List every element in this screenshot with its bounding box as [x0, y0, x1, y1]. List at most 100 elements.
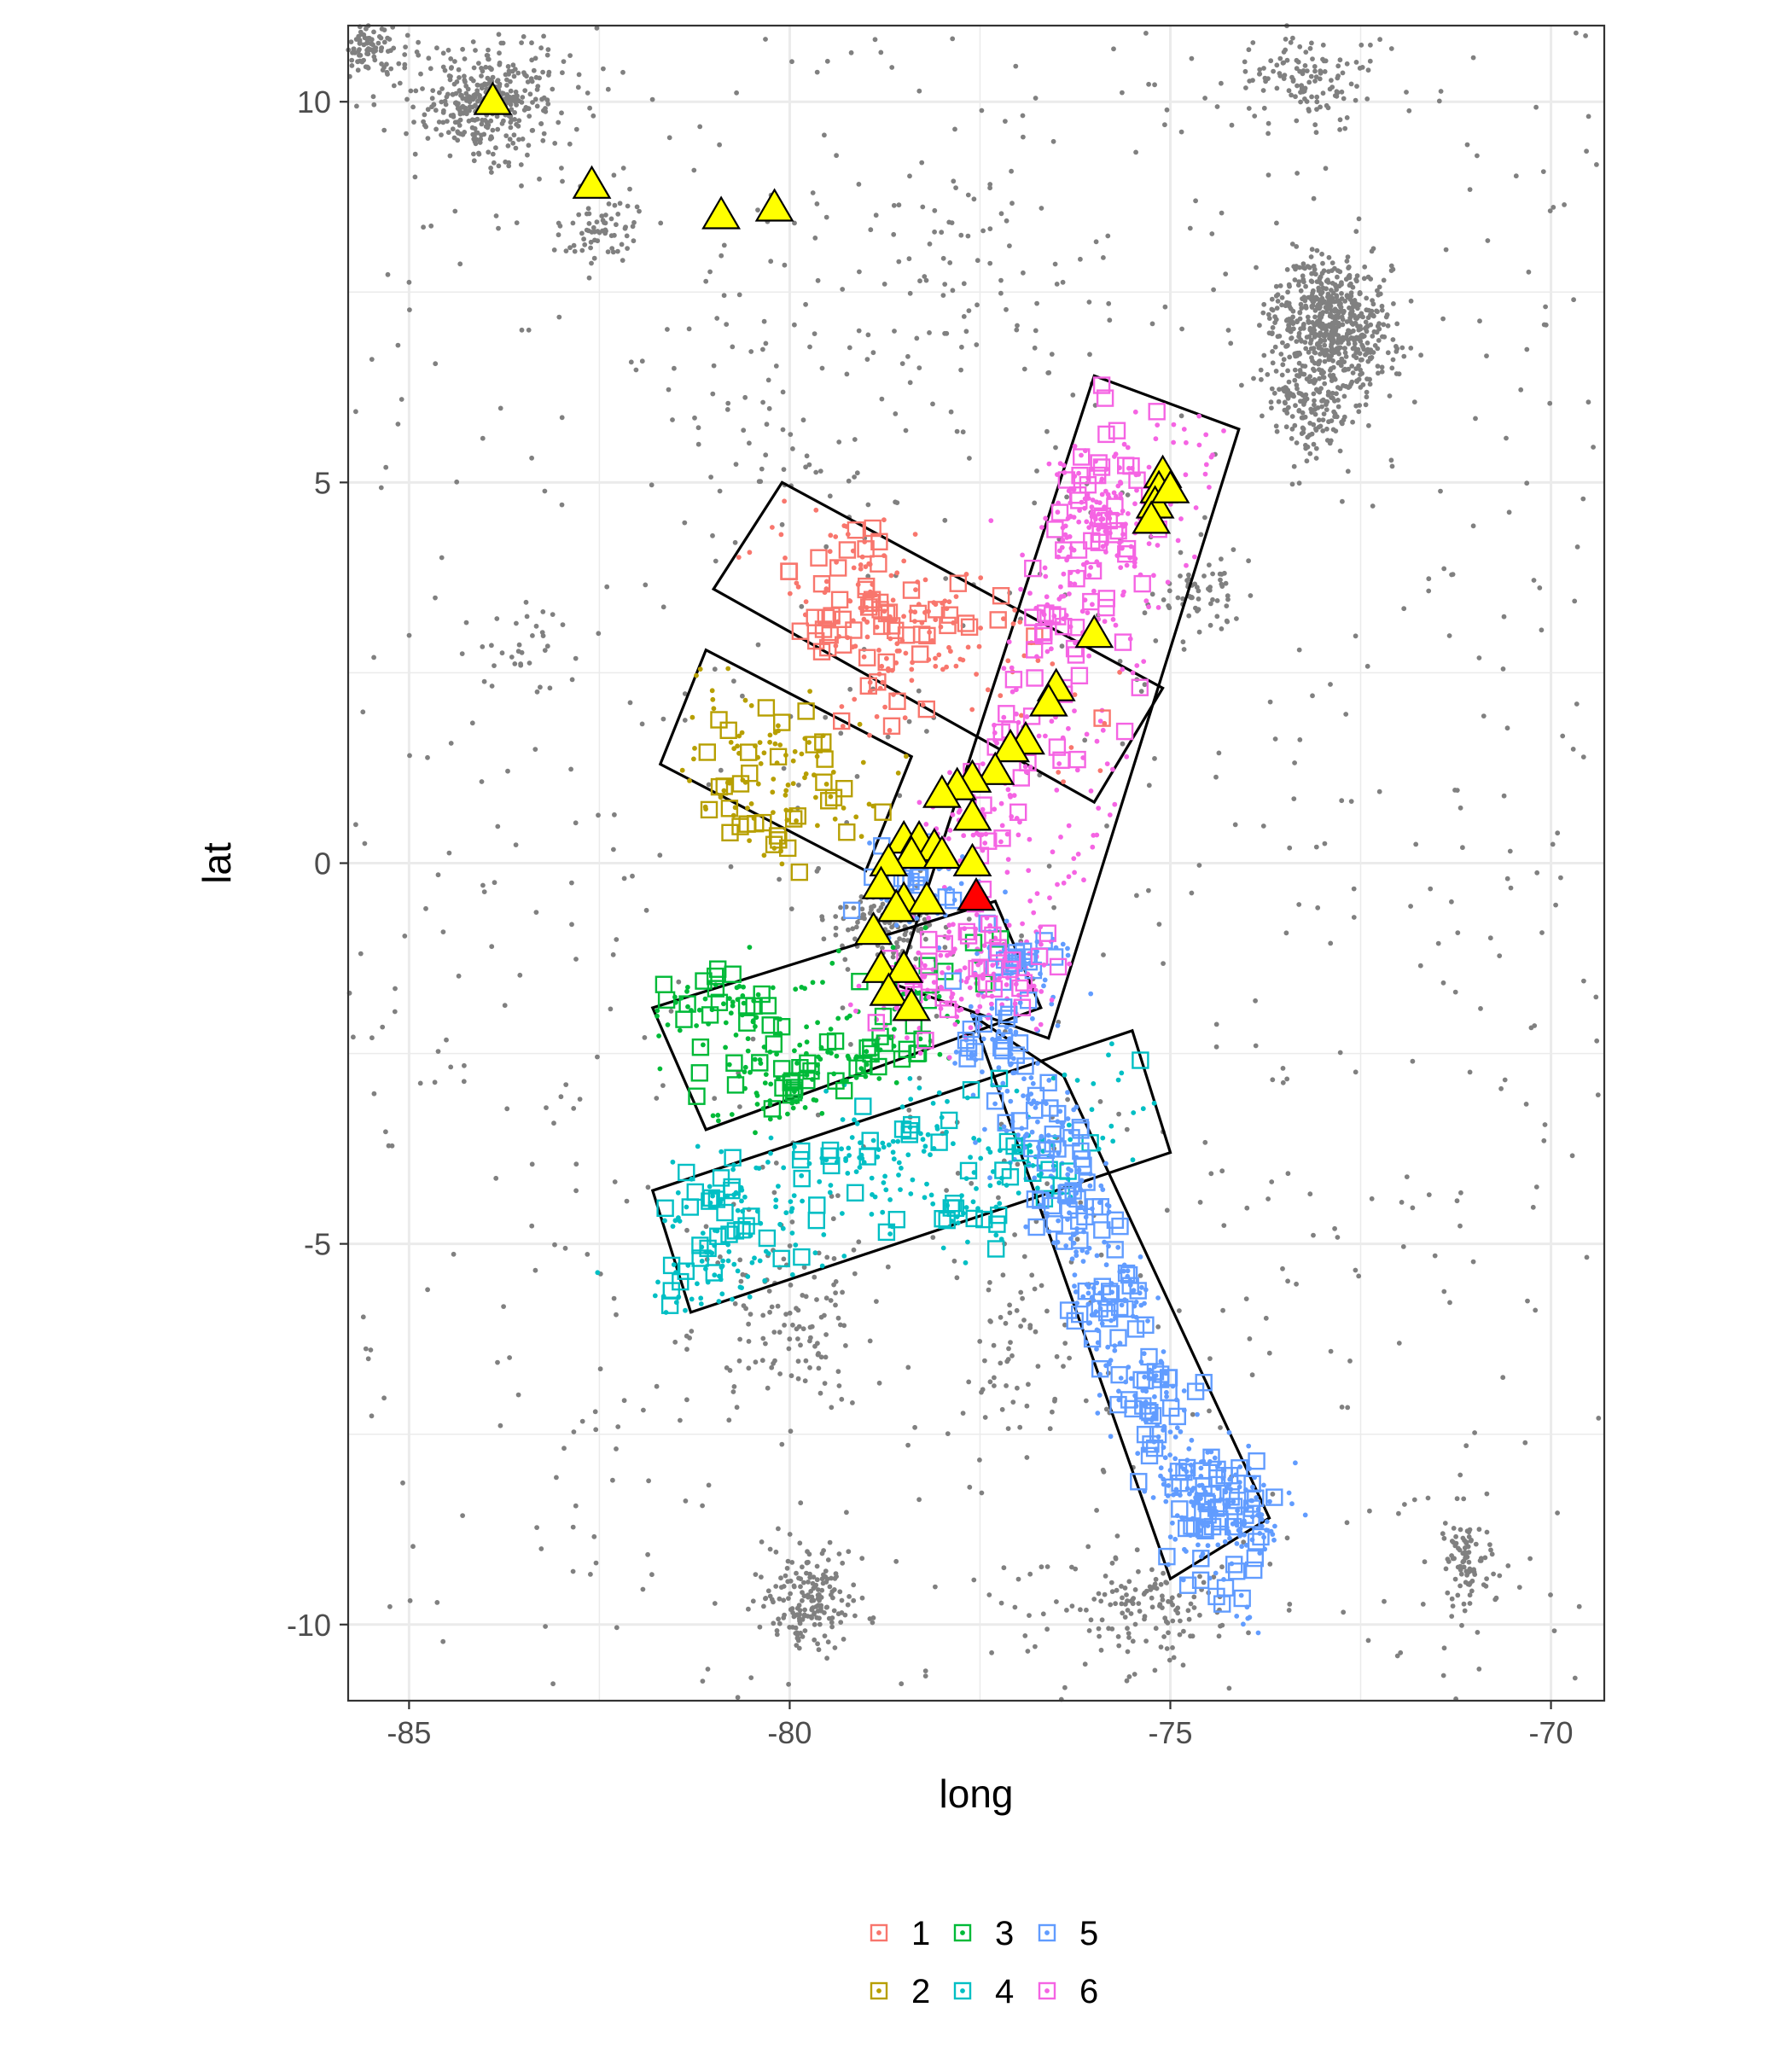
group-5-dot: [980, 1069, 985, 1074]
background-point: [1539, 627, 1545, 633]
background-point: [896, 202, 902, 208]
background-point: [1506, 509, 1512, 515]
background-point: [1274, 428, 1280, 434]
background-point: [1376, 338, 1382, 343]
background-point: [825, 1639, 831, 1645]
background-point: [949, 220, 955, 225]
background-point: [1304, 68, 1310, 73]
background-point: [425, 1287, 430, 1293]
background-point: [763, 340, 769, 346]
group-1-dot: [887, 728, 893, 733]
background-point: [1315, 905, 1321, 911]
background-point: [440, 50, 446, 56]
background-point: [1124, 1678, 1130, 1684]
group-6-dot: [1049, 719, 1055, 724]
background-point: [916, 688, 922, 694]
background-point: [421, 119, 426, 125]
background-point: [412, 151, 418, 157]
group-4-dot: [987, 1183, 993, 1189]
background-point: [800, 1597, 805, 1603]
background-point: [798, 1576, 804, 1582]
group-4-dot: [789, 1271, 795, 1277]
background-point: [495, 823, 501, 829]
background-point: [1195, 585, 1200, 591]
background-point: [1417, 963, 1423, 969]
group-3-dot: [892, 1027, 897, 1032]
background-point: [1464, 1554, 1470, 1560]
background-point: [416, 39, 421, 45]
background-point: [1044, 1626, 1050, 1632]
background-point: [1306, 265, 1312, 271]
group-1-square: [940, 606, 959, 624]
group-3-dot: [900, 991, 906, 997]
background-point: [418, 71, 423, 77]
group-1-dot: [863, 564, 869, 569]
background-point: [462, 73, 467, 79]
group-4-dot: [1014, 1088, 1020, 1094]
background-point: [1242, 68, 1248, 74]
background-point: [633, 367, 639, 373]
background-point: [1320, 417, 1326, 422]
background-point: [497, 405, 503, 411]
background-point: [554, 1475, 559, 1481]
background-point: [1324, 399, 1330, 404]
group-2-dot: [860, 759, 866, 765]
background-point: [1591, 445, 1596, 450]
background-point: [1504, 435, 1509, 441]
background-point: [1446, 1559, 1452, 1564]
background-point: [1152, 82, 1157, 88]
background-point: [451, 135, 457, 141]
group-1-square: [858, 649, 876, 666]
background-point: [1364, 295, 1370, 301]
group-5-dot: [1116, 1388, 1121, 1394]
background-point: [628, 359, 634, 365]
group-4-dot: [730, 1296, 735, 1302]
background-point: [1288, 39, 1294, 45]
background-point: [430, 88, 436, 93]
background-point: [919, 160, 925, 166]
group-5-dot: [1239, 1544, 1244, 1550]
group-6-dot: [1084, 731, 1090, 737]
background-point: [587, 105, 592, 111]
background-point: [1231, 547, 1236, 552]
background-point: [472, 133, 477, 139]
background-point: [827, 1539, 833, 1545]
background-point: [1325, 389, 1331, 395]
background-point: [448, 1064, 454, 1070]
background-point: [1432, 1253, 1438, 1259]
background-point: [1324, 347, 1329, 353]
background-point: [809, 1594, 815, 1600]
background-point: [1354, 316, 1359, 321]
background-point: [1381, 322, 1387, 328]
group-4-dot: [827, 1190, 833, 1196]
background-point: [1191, 1605, 1197, 1610]
background-point: [812, 1274, 817, 1280]
background-point: [747, 440, 752, 446]
background-point: [1351, 328, 1356, 334]
group-2-dot: [830, 770, 836, 775]
background-point: [1124, 1126, 1130, 1132]
background-point: [971, 196, 977, 202]
background-point: [1102, 1591, 1108, 1597]
group-4-dot: [908, 1097, 914, 1102]
background-point: [1103, 1574, 1108, 1579]
background-point: [779, 1441, 785, 1447]
background-point: [1167, 605, 1172, 611]
background-point: [998, 211, 1004, 217]
background-point: [840, 1289, 845, 1295]
background-point: [485, 123, 491, 129]
background-point: [1484, 353, 1489, 358]
background-point: [506, 68, 512, 74]
background-point: [573, 1503, 579, 1509]
group-6-dot: [998, 839, 1004, 845]
background-point: [773, 1549, 779, 1555]
background-point: [821, 936, 827, 942]
background-point: [998, 1600, 1004, 1606]
background-point: [1364, 340, 1370, 346]
group-5-dot: [1152, 1393, 1157, 1399]
background-point: [371, 655, 376, 660]
background-point: [1399, 345, 1405, 351]
background-point: [982, 1358, 987, 1364]
background-point: [505, 64, 511, 69]
background-point: [544, 1105, 549, 1110]
